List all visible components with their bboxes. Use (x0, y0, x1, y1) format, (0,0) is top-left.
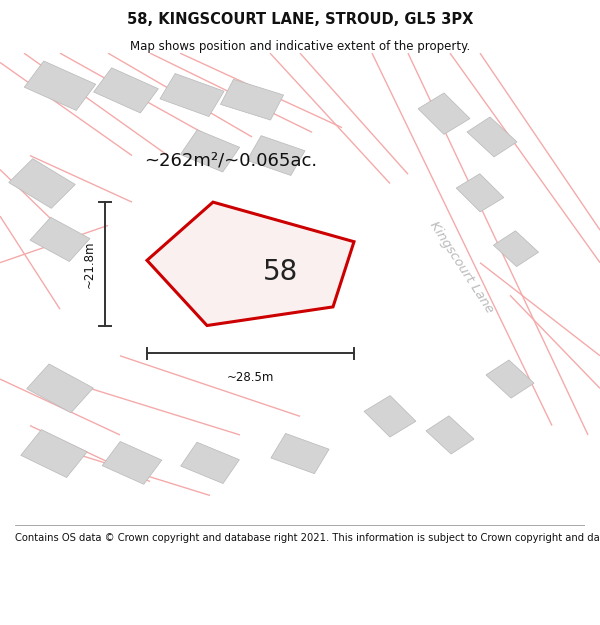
Polygon shape (193, 228, 251, 270)
Text: 58: 58 (263, 258, 298, 286)
Polygon shape (102, 441, 162, 484)
Polygon shape (426, 416, 474, 454)
Polygon shape (21, 429, 87, 478)
Text: Map shows position and indicative extent of the property.: Map shows position and indicative extent… (130, 40, 470, 53)
Polygon shape (30, 217, 90, 261)
Text: ~21.8m: ~21.8m (83, 240, 96, 288)
Polygon shape (247, 136, 305, 176)
Text: Kingscourt Lane: Kingscourt Lane (427, 219, 497, 316)
Polygon shape (24, 61, 96, 111)
Polygon shape (486, 360, 534, 398)
Text: 58, KINGSCOURT LANE, STROUD, GL5 3PX: 58, KINGSCOURT LANE, STROUD, GL5 3PX (127, 12, 473, 27)
Polygon shape (181, 130, 239, 172)
Text: ~28.5m: ~28.5m (227, 371, 274, 384)
Polygon shape (456, 174, 504, 212)
Polygon shape (467, 117, 517, 157)
Polygon shape (147, 202, 354, 326)
Text: Contains OS data © Crown copyright and database right 2021. This information is : Contains OS data © Crown copyright and d… (15, 532, 600, 542)
Polygon shape (26, 364, 94, 413)
Polygon shape (418, 93, 470, 134)
Polygon shape (94, 68, 158, 113)
Polygon shape (220, 79, 284, 120)
Polygon shape (259, 238, 317, 278)
Polygon shape (9, 159, 75, 208)
Polygon shape (271, 434, 329, 474)
Polygon shape (364, 396, 416, 437)
Polygon shape (160, 74, 224, 116)
Polygon shape (493, 231, 539, 267)
Polygon shape (181, 442, 239, 484)
Text: ~262m²/~0.065ac.: ~262m²/~0.065ac. (144, 151, 317, 169)
